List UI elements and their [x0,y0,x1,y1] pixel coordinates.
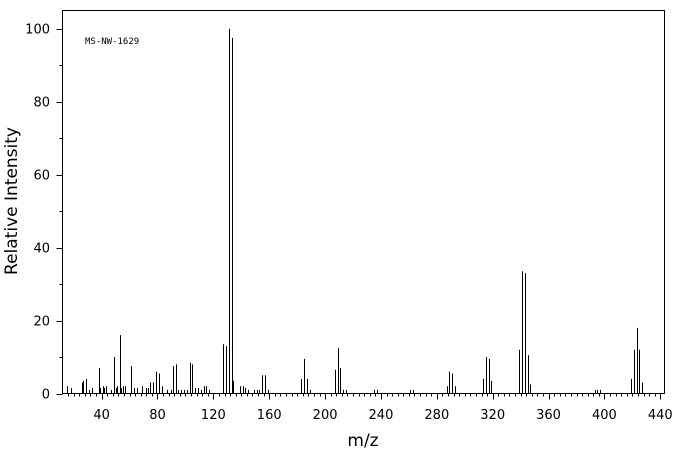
x-tick-label: 400 [592,408,617,423]
peaks-layer [67,28,643,394]
x-axis-label: m/z [347,431,378,451]
y-tick-label: 80 [33,96,50,111]
x-tick-label: 280 [424,408,449,423]
y-tick-label: 60 [33,169,50,184]
y-tick-label: 0 [42,388,50,403]
chart-title: MS-NW-1629 [85,37,139,47]
x-tick-label: 360 [536,408,561,423]
x-tick-label: 320 [480,408,505,423]
y-axis-label: Relative Intensity [2,127,22,275]
x-tick-label: 200 [313,408,338,423]
x-tick-label: 80 [149,408,166,423]
x-tick-label: 40 [93,408,110,423]
x-axis-ticks: 40 80 120 160 200 240 280 320 360 400 440 [68,393,673,423]
y-axis-ticks: 0 20 40 60 80 100 [25,23,63,403]
x-tick-label: 440 [648,408,673,423]
y-tick-label: 100 [25,23,50,38]
x-tick-label: 120 [201,408,226,423]
plot-frame [62,10,665,394]
y-tick-label: 40 [33,242,50,257]
y-tick-label: 20 [33,315,50,330]
x-tick-label: 160 [257,408,282,423]
x-tick-label: 240 [369,408,394,423]
